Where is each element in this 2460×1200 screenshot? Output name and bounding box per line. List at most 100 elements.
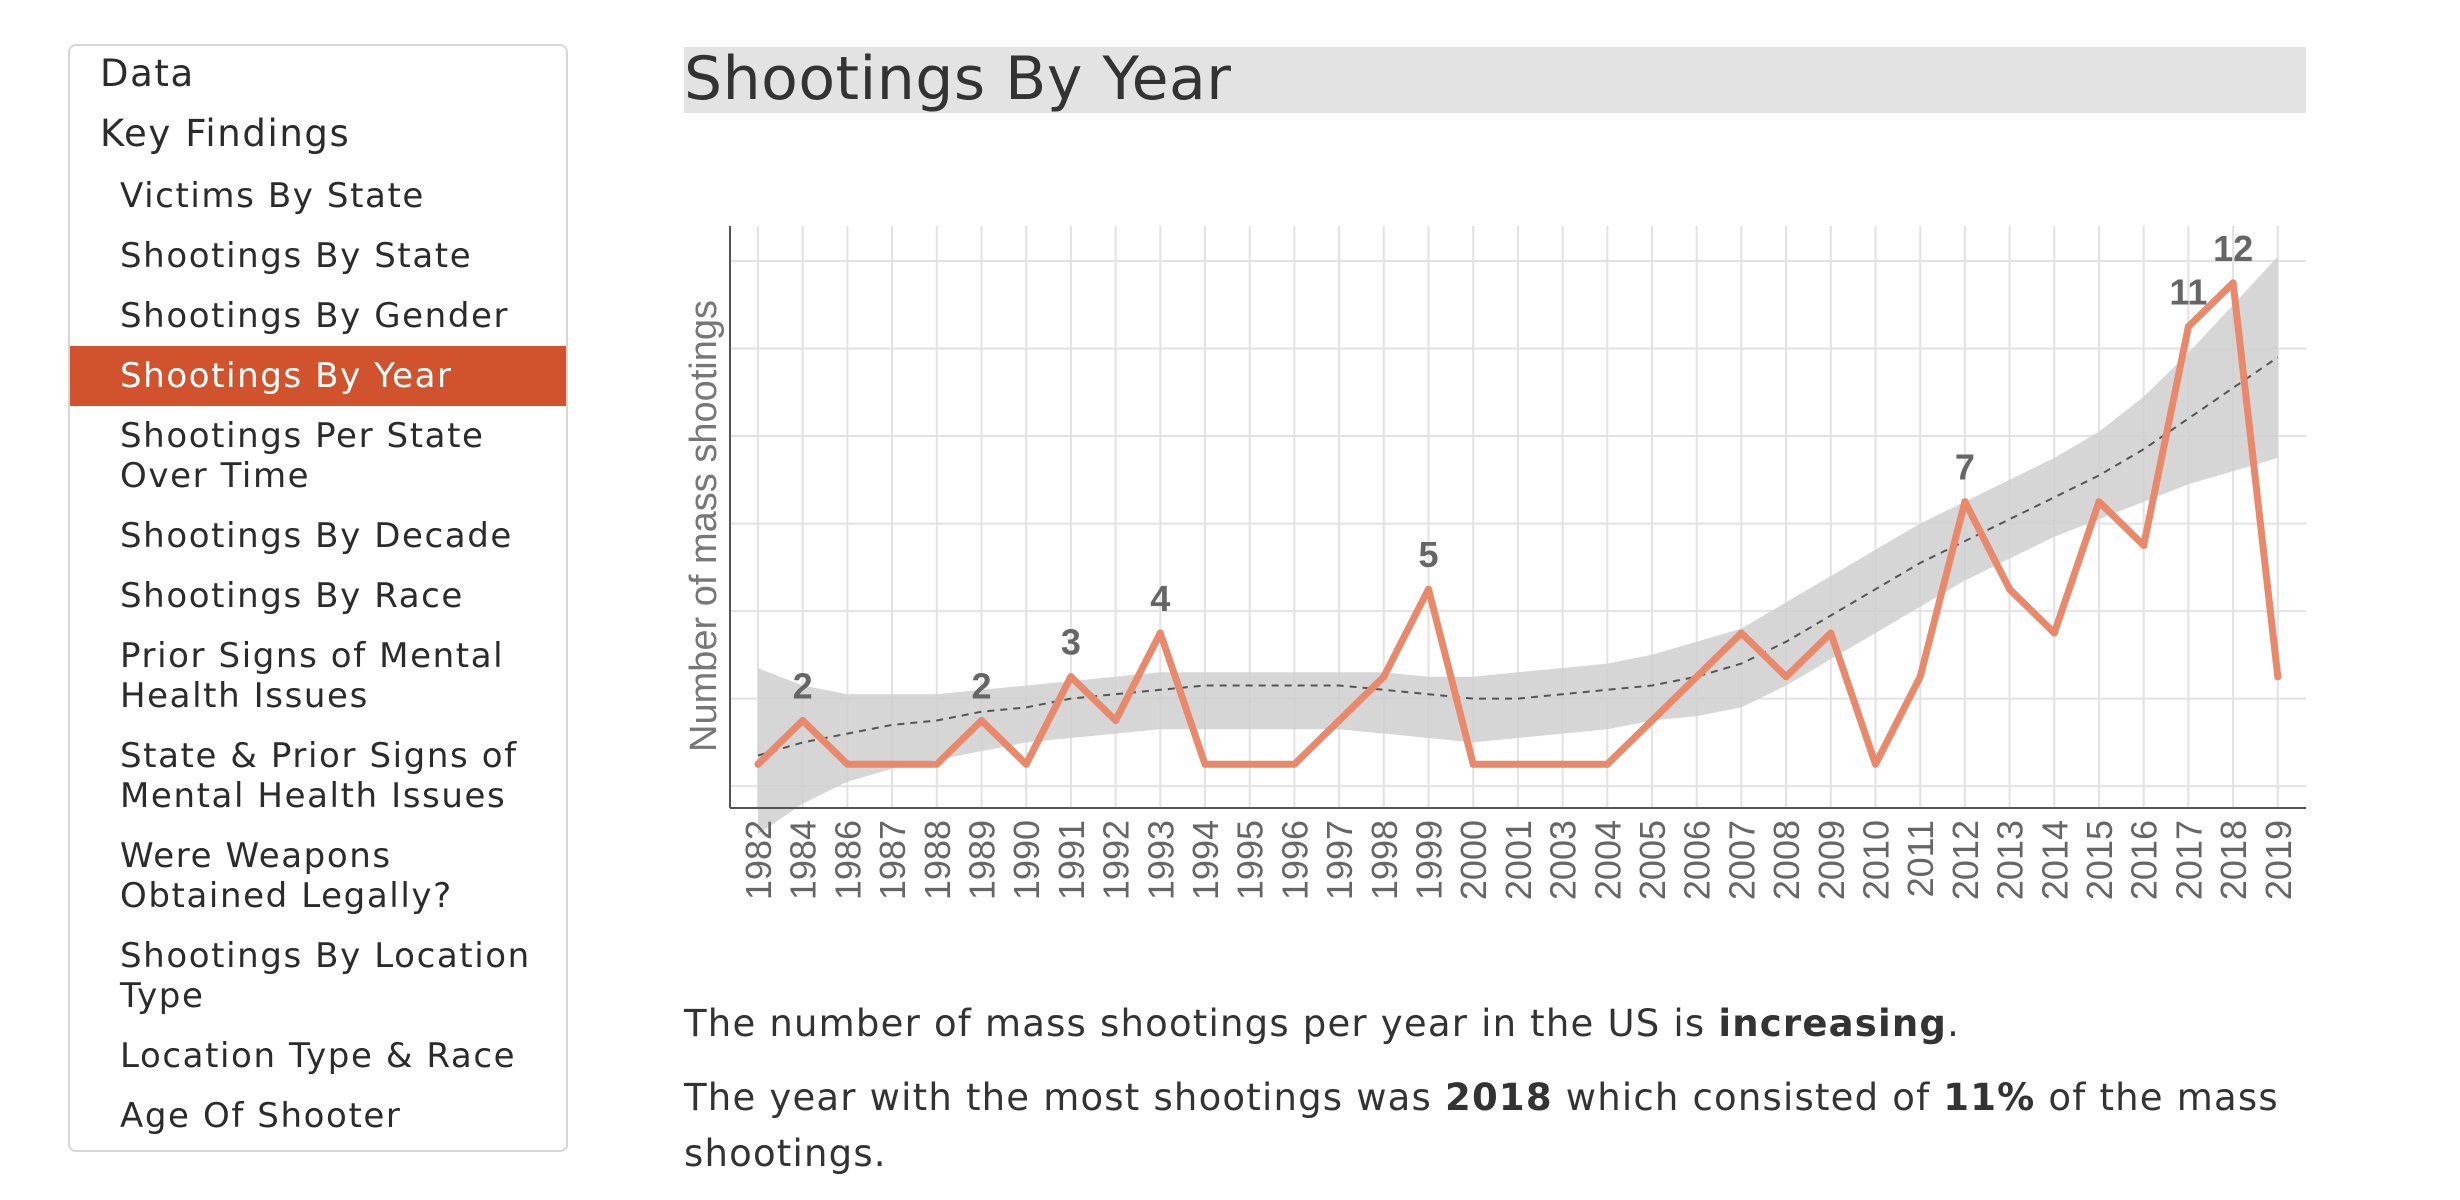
data-label-1999: 5 — [1418, 534, 1438, 575]
data-point-2012 — [1961, 498, 1969, 506]
data-point-2019 — [2274, 673, 2282, 681]
nav-item-shootings-by-location-type[interactable]: Shootings By Location Type — [70, 926, 566, 1026]
data-point-1991 — [1067, 673, 1075, 681]
data-point-2014 — [2050, 629, 2058, 637]
nav-item-shootings-by-race[interactable]: Shootings By Race — [70, 566, 566, 626]
nav-item-label-line: Prior Signs of Mental — [120, 636, 505, 676]
data-point-1989 — [978, 716, 985, 724]
nav-item-location-type-race[interactable]: Location Type & Race — [70, 1026, 566, 1086]
chart-axes — [729, 226, 2306, 809]
trend-line — [757, 356, 2279, 757]
data-label-2012: 7 — [1955, 447, 1975, 488]
data-label-1984: 2 — [793, 665, 813, 706]
x-tick-label-2009: 2009 — [1811, 820, 1852, 900]
data-point-1984 — [799, 716, 807, 724]
data-point-1996 — [1290, 760, 1298, 768]
data-point-2000 — [1469, 760, 1477, 768]
nav-item-label-line: Victims By State — [120, 176, 425, 216]
x-tick-label-1989: 1989 — [962, 820, 1003, 900]
x-tick-label-1997: 1997 — [1319, 820, 1360, 900]
nav-item-shootings-by-gender[interactable]: Shootings By Gender — [70, 286, 566, 346]
data-point-2009 — [1827, 629, 1835, 637]
data-point-2010 — [1872, 760, 1879, 768]
x-tick-label-2018: 2018 — [2213, 820, 2254, 900]
data-point-1998 — [1380, 673, 1388, 681]
x-tick-label-2000: 2000 — [1453, 820, 1494, 900]
data-point-1988 — [933, 760, 941, 768]
data-label-2018: 12 — [2213, 228, 2253, 269]
data-point-2013 — [2006, 585, 2014, 593]
data-point-1987 — [888, 760, 896, 768]
data-label-1989: 2 — [971, 665, 991, 706]
nav-item-label-line: Over Time — [120, 456, 311, 496]
nav-item-label-line: Shootings By Decade — [120, 516, 513, 556]
nav-item-label-line: Shootings By Location — [120, 936, 531, 976]
x-tick-label-group: 1982 1984 1986 1987 1988 1989 1990 1991 1992 1993… — [738, 820, 2299, 900]
data-point-2018 — [2229, 279, 2237, 287]
nav-item-data[interactable]: Data — [100, 52, 195, 95]
x-tick-label-2001: 2001 — [1498, 820, 1539, 900]
x-tick-label-2008: 2008 — [1766, 820, 1807, 900]
title-bar — [684, 47, 2306, 113]
data-point-2003 — [1559, 760, 1567, 768]
trend-line-group — [757, 356, 2279, 757]
summary-peak-text-3: of the mass shootings. — [684, 1076, 2279, 1175]
data-label-1991: 3 — [1061, 622, 1081, 663]
x-tick-label-2010: 2010 — [1856, 820, 1897, 900]
data-point-2001 — [1514, 760, 1522, 768]
summary-trend: The number of mass shootings per year in… — [684, 996, 2306, 1052]
nav-item-were-weapons-obtained-legally[interactable]: Were Weapons Obtained Legally? — [70, 826, 566, 926]
summary-trend-text: The number of mass shootings per year in… — [684, 1002, 1719, 1045]
data-point-1993 — [1156, 629, 1164, 637]
x-tick-label-1998: 1998 — [1364, 820, 1405, 900]
x-tick-label-1982: 1982 — [738, 820, 779, 900]
data-point-2011 — [1916, 673, 1924, 681]
nav-item-shootings-by-state[interactable]: Shootings By State — [70, 226, 566, 286]
summary-trend-highlight: increasing — [1718, 1002, 1948, 1045]
x-tick-label-2003: 2003 — [1543, 820, 1584, 900]
nav-item-key-findings[interactable]: Key Findings — [100, 112, 351, 155]
x-tick-label-1994: 1994 — [1185, 820, 1226, 900]
x-tick-label-1988: 1988 — [917, 820, 958, 900]
nav-item-label-line: Health Issues — [120, 676, 369, 716]
data-point-2004 — [1603, 760, 1611, 768]
nav-item-label-line: Location Type & Race — [120, 1036, 517, 1076]
confidence-band-group — [758, 256, 2278, 835]
x-tick-label-1992: 1992 — [1096, 820, 1137, 900]
nav-item-label-line: Shootings By State — [120, 236, 473, 276]
data-label-1993: 4 — [1150, 578, 1170, 619]
data-point-1986 — [843, 760, 851, 768]
x-tick-label-2013: 2013 — [1990, 820, 2031, 900]
nav-item-shootings-per-state-over-time[interactable]: Shootings Per State Over Time — [70, 406, 566, 506]
x-tick-label-2016: 2016 — [2124, 820, 2165, 900]
nav-item-label-line: Obtained Legally? — [120, 876, 453, 916]
nav-item-label-line: Mental Health Issues — [120, 776, 507, 816]
data-point-2008 — [1782, 673, 1790, 681]
data-point-2006 — [1693, 673, 1701, 681]
data-point-2005 — [1648, 716, 1656, 724]
nav-item-victims-by-state[interactable]: Victims By State — [70, 166, 566, 226]
nav-item-label-line: Shootings By Year — [120, 356, 453, 396]
y-axis-label: Number of mass shootings — [683, 300, 725, 752]
x-tick-label-2005: 2005 — [1632, 820, 1673, 900]
x-tick-label-1986: 1986 — [827, 820, 868, 900]
data-point-1994 — [1201, 760, 1209, 768]
x-tick-label-2004: 2004 — [1587, 820, 1628, 900]
nav-item-shootings-by-decade[interactable]: Shootings By Decade — [70, 506, 566, 566]
x-tick-label-2014: 2014 — [2034, 820, 2075, 900]
data-point-1999 — [1425, 585, 1432, 593]
nav-item-label-line: State & Prior Signs of — [120, 736, 518, 776]
nav-item-age-of-shooter[interactable]: Age Of Shooter — [70, 1086, 566, 1146]
data-point-1982 — [754, 760, 762, 768]
x-tick-label-1999: 1999 — [1409, 820, 1450, 900]
x-tick-label-1987: 1987 — [872, 820, 913, 900]
data-point-1997 — [1335, 716, 1343, 724]
data-point-2015 — [2095, 498, 2103, 506]
nav-item-shootings-by-year[interactable]: Shootings By Year — [70, 346, 566, 406]
nav-item-state-prior-signs-of-mental-health-issues[interactable]: State & Prior Signs of Mental Health Issu… — [70, 726, 566, 826]
nav-item-prior-signs-of-mental-health-issues[interactable]: Prior Signs of Mental Health Issues — [70, 626, 566, 726]
x-tick-label-2012: 2012 — [1945, 820, 1986, 900]
x-tick-label-1996: 1996 — [1274, 820, 1315, 900]
data-point-2007 — [1737, 629, 1745, 637]
